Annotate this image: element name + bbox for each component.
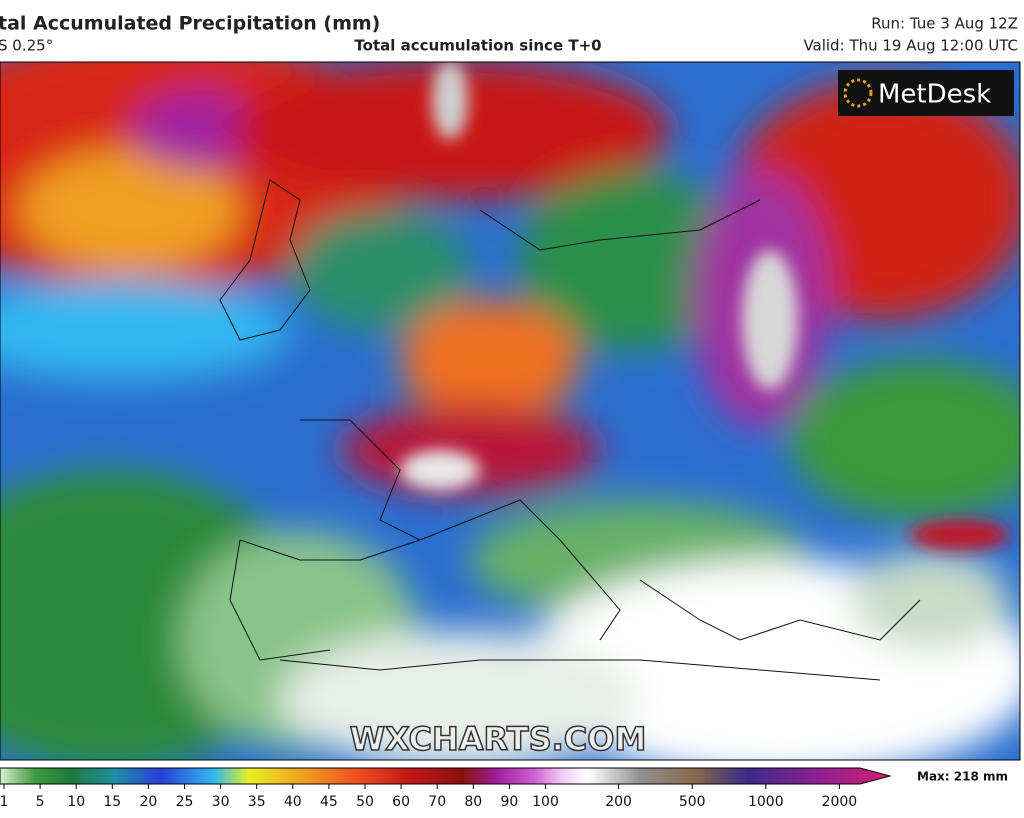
colorbar-label: 60 bbox=[392, 794, 410, 810]
subtitle: Total accumulation since T+0 bbox=[354, 37, 601, 55]
colorbar-label: 35 bbox=[248, 794, 266, 810]
colorbar-label: 20 bbox=[139, 794, 157, 810]
colorbar-label: 50 bbox=[356, 794, 374, 810]
colorbar-label: 80 bbox=[464, 794, 482, 810]
max-label: Max: 218 mm bbox=[917, 770, 1008, 784]
colorbar-label: 15 bbox=[103, 794, 121, 810]
logo-icon bbox=[843, 78, 873, 108]
colorbar: Max: 218 mm bbox=[0, 767, 1008, 785]
colorbar-label: 1000 bbox=[748, 794, 784, 810]
title: tal Accumulated Precipitation (mm) bbox=[0, 13, 380, 35]
run-label: Run: Tue 3 Aug 12Z bbox=[871, 15, 1018, 33]
colorbar-label: 30 bbox=[212, 794, 230, 810]
logo-box bbox=[838, 70, 1014, 116]
colorbar-label: 45 bbox=[320, 794, 338, 810]
colorbar-label: 500 bbox=[679, 794, 706, 810]
colorbar-label: 2000 bbox=[822, 794, 858, 810]
colorbar-scale bbox=[0, 767, 892, 785]
colorbar-label: 25 bbox=[176, 794, 194, 810]
coastlines bbox=[219, 179, 921, 681]
colorbar-label: 100 bbox=[532, 794, 559, 810]
watermark: WXCHARTS.COM bbox=[350, 720, 647, 758]
colorbar-label: 90 bbox=[500, 794, 518, 810]
colorbar-label: 1 bbox=[0, 794, 8, 810]
colorbar-label: 10 bbox=[67, 794, 85, 810]
model-label: S 0.25° bbox=[0, 37, 53, 55]
colorbar-label: 200 bbox=[605, 794, 632, 810]
colorbar-label: 5 bbox=[36, 794, 45, 810]
logo-text: MetDesk bbox=[878, 80, 991, 110]
valid-label: Valid: Thu 19 Aug 12:00 UTC bbox=[803, 37, 1018, 55]
colorbar-label: 40 bbox=[284, 794, 302, 810]
colorbar-label: 70 bbox=[428, 794, 446, 810]
map: MetDesk WXCHARTS.COM bbox=[0, 61, 1021, 761]
